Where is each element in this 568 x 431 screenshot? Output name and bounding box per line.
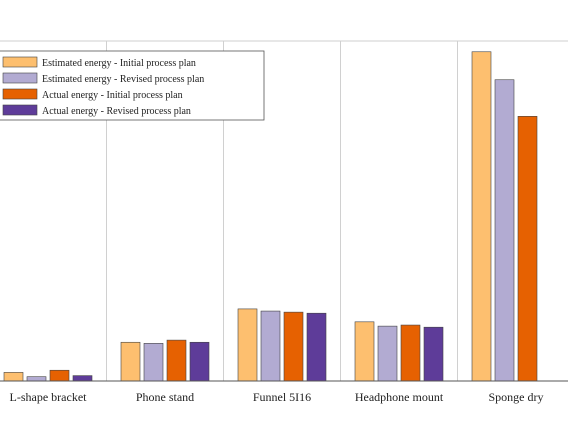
legend-label: Estimated energy - Initial process plan [42,58,196,69]
bar [49,369,70,382]
bar [354,321,375,382]
bar [377,325,398,382]
legend-swatch [2,72,38,84]
bar [283,311,304,382]
bar [306,312,327,382]
bar [3,372,24,382]
bar [166,339,187,382]
legend-box [0,50,265,121]
legend-swatch [2,88,38,100]
x-tick-label: Sponge dry [489,390,544,404]
bars-layer [3,51,538,382]
bar [494,79,515,382]
axis-layer: L-shape bracket Phone stand Funnel 5I16 Hea… [0,380,568,404]
x-tick-label: Funnel 5I16 [253,390,311,404]
bar [237,308,258,382]
bar [143,343,164,382]
bar [260,310,281,382]
bar [400,324,421,382]
bar [471,51,492,382]
legend: Estimated energy - Initial process plan E… [0,50,265,121]
bar [72,375,93,382]
legend-label: Actual energy - Initial process plan [42,90,183,101]
x-tick-label: L-shape bracket [10,390,88,404]
bar [26,376,47,382]
bar [517,116,538,382]
legend-label: Actual energy - Revised process plan [42,106,191,117]
bar [120,341,141,382]
legend-swatch [2,104,38,116]
legend-label: Estimated energy - Revised process plan [42,74,204,85]
bar [423,326,444,382]
x-tick-label: Phone stand [136,390,194,404]
legend-swatch [2,56,38,68]
x-tick-label: Headphone mount [355,390,444,404]
bar [189,341,210,382]
